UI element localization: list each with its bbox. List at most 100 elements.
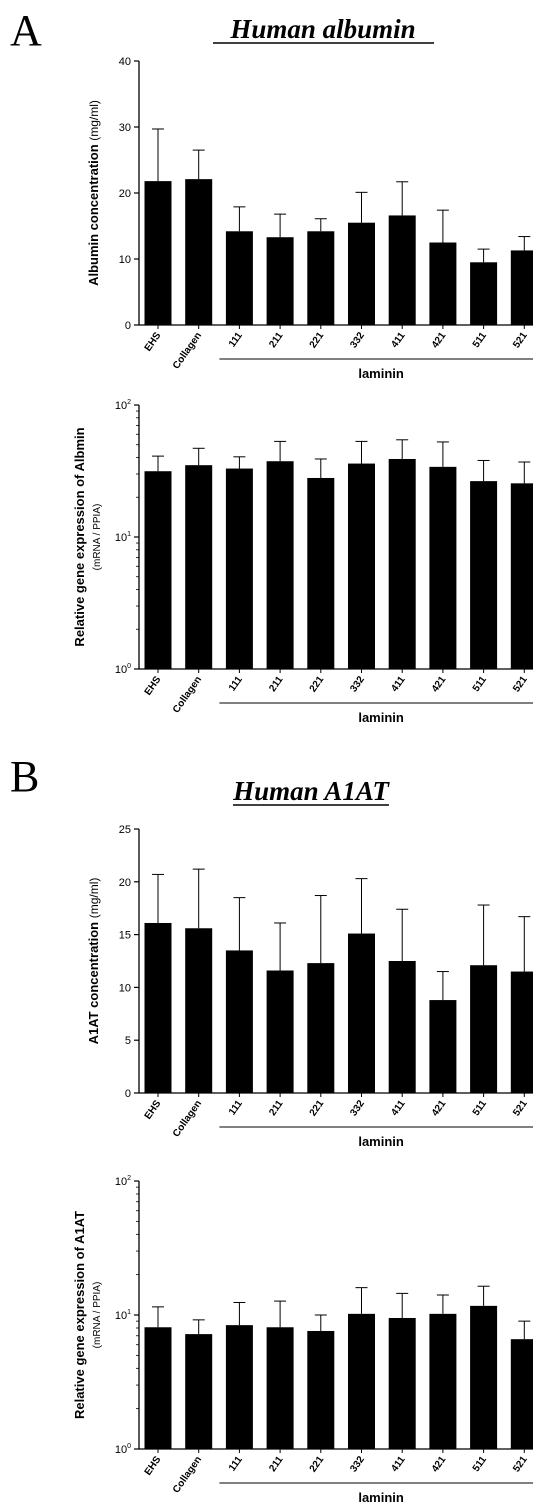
x-tick-label: 411 xyxy=(389,1098,408,1118)
x-tick-label: 521 xyxy=(511,330,530,350)
bar-411 xyxy=(388,215,416,325)
bar-ehs xyxy=(144,181,172,325)
bar-111 xyxy=(225,950,253,1093)
bar-421 xyxy=(429,1313,457,1449)
x-tick-label: 221 xyxy=(308,1098,327,1118)
y-axis-label: Relative gene expression of A1AT xyxy=(72,1211,87,1419)
bar-332 xyxy=(348,933,375,1093)
y-tick-label: 102 xyxy=(115,399,131,412)
x-tick-label: 411 xyxy=(389,674,408,694)
group-label: laminin xyxy=(358,366,404,381)
x-tick-label: 511 xyxy=(471,1098,490,1118)
group-label: laminin xyxy=(358,1490,404,1505)
bar-111 xyxy=(225,468,253,669)
x-tick-label: 411 xyxy=(389,330,408,350)
bar-211 xyxy=(266,970,294,1093)
x-tick-label: 332 xyxy=(348,1098,367,1118)
y-tick-label: 20 xyxy=(119,188,131,200)
x-tick-label: 421 xyxy=(430,1454,449,1474)
x-tick-label: 521 xyxy=(511,1098,530,1118)
y-axis-label: Albumin concentration (mg/ml) xyxy=(86,100,101,286)
bar-332 xyxy=(348,1313,375,1449)
chart-a1at-concentration: 0 5 10 15 20 25 EHS Collagen 111 211 221 332 411 421 5… xyxy=(86,824,533,1149)
x-tick-label: 221 xyxy=(308,674,327,694)
group-label: laminin xyxy=(358,710,404,725)
y-tick-label: 100 xyxy=(115,663,131,676)
bar-221 xyxy=(307,231,335,325)
bar-411 xyxy=(388,458,416,669)
x-tick-label: EHS xyxy=(143,1454,164,1477)
panel-title-a1at: Human A1AT xyxy=(232,776,390,806)
x-tick-label: 511 xyxy=(471,330,490,350)
bar-521 xyxy=(510,1339,533,1449)
x-tick-label: 332 xyxy=(348,674,367,694)
y-tick-label: 20 xyxy=(119,877,131,889)
x-tick-label: 221 xyxy=(308,1454,327,1474)
bar-332 xyxy=(348,463,375,669)
chart-albumin-gene-expression: 100 101 102 EHS Collagen 111 211 221 332 411 421 51… xyxy=(72,399,533,725)
bar-211 xyxy=(266,237,294,325)
bar-211 xyxy=(266,1327,294,1449)
x-tick-label: 211 xyxy=(267,1098,286,1118)
bar-511 xyxy=(470,481,498,669)
bar-221 xyxy=(307,963,335,1093)
x-tick-label: 211 xyxy=(267,330,286,350)
x-tick-label: 332 xyxy=(348,1454,367,1474)
x-tick-label: 421 xyxy=(430,674,449,694)
x-tick-label: EHS xyxy=(143,330,164,353)
y-axis-label: Relative gene expression of Albmin xyxy=(72,427,87,646)
bar-511 xyxy=(470,262,498,325)
bar-221 xyxy=(307,1330,335,1449)
x-tick-label: 332 xyxy=(348,330,367,350)
bar-421 xyxy=(429,466,457,669)
chart-albumin-concentration: 0 10 20 30 40 EHS Collagen 111 211 221 332 411 421 51… xyxy=(86,56,533,381)
y-axis-unit: (mRNA / PPIA) xyxy=(92,504,103,571)
x-tick-label: EHS xyxy=(143,674,164,697)
x-tick-label: Collagen xyxy=(171,1454,204,1495)
y-tick-label: 30 xyxy=(119,122,131,134)
bar-421 xyxy=(429,1000,457,1093)
x-tick-label: 421 xyxy=(430,330,449,350)
x-tick-label: 221 xyxy=(308,330,327,350)
x-tick-label: 111 xyxy=(227,1454,245,1473)
bar-332 xyxy=(348,222,375,325)
y-tick-label: 101 xyxy=(115,1309,131,1322)
bar-521 xyxy=(510,971,533,1093)
y-tick-label: 100 xyxy=(115,1443,131,1456)
bar-521 xyxy=(510,250,533,325)
x-tick-label: Collagen xyxy=(171,330,204,371)
x-tick-label: 521 xyxy=(511,674,530,694)
bar-111 xyxy=(225,231,253,325)
bar-411 xyxy=(388,961,416,1093)
x-tick-label: 511 xyxy=(471,674,490,694)
y-tick-label: 10 xyxy=(119,254,131,266)
bar-221 xyxy=(307,477,335,669)
x-tick-label: 521 xyxy=(511,1454,530,1474)
bar-ehs xyxy=(144,922,172,1093)
bar-ehs xyxy=(144,471,172,669)
y-tick-label: 25 xyxy=(119,824,131,836)
bar-211 xyxy=(266,461,294,669)
y-tick-label: 10 xyxy=(119,982,131,994)
x-tick-label: 511 xyxy=(471,1454,490,1474)
bar-collagen xyxy=(185,928,213,1093)
y-tick-label: 0 xyxy=(125,1088,131,1100)
bar-111 xyxy=(225,1325,253,1449)
y-axis-label: A1AT concentration (mg/ml) xyxy=(86,878,101,1045)
y-axis-unit: (mRNA / PPIA) xyxy=(92,1282,103,1349)
x-tick-label: 411 xyxy=(389,1454,408,1474)
x-tick-label: Collagen xyxy=(171,1098,204,1139)
bar-421 xyxy=(429,242,457,325)
y-tick-label: 15 xyxy=(119,930,131,942)
x-tick-label: 421 xyxy=(430,1098,449,1118)
x-tick-label: 111 xyxy=(227,674,245,693)
bar-collagen xyxy=(185,1334,213,1449)
chart-a1at-gene-expression: 100 101 102 EHS Collagen 111 211 221 332 411 421 51… xyxy=(72,1175,533,1505)
bar-collagen xyxy=(185,179,213,325)
bar-511 xyxy=(470,1305,498,1449)
y-tick-label: 5 xyxy=(125,1035,131,1047)
x-tick-label: 211 xyxy=(267,1454,286,1474)
bar-ehs xyxy=(144,1327,172,1449)
x-tick-label: 211 xyxy=(267,674,286,694)
